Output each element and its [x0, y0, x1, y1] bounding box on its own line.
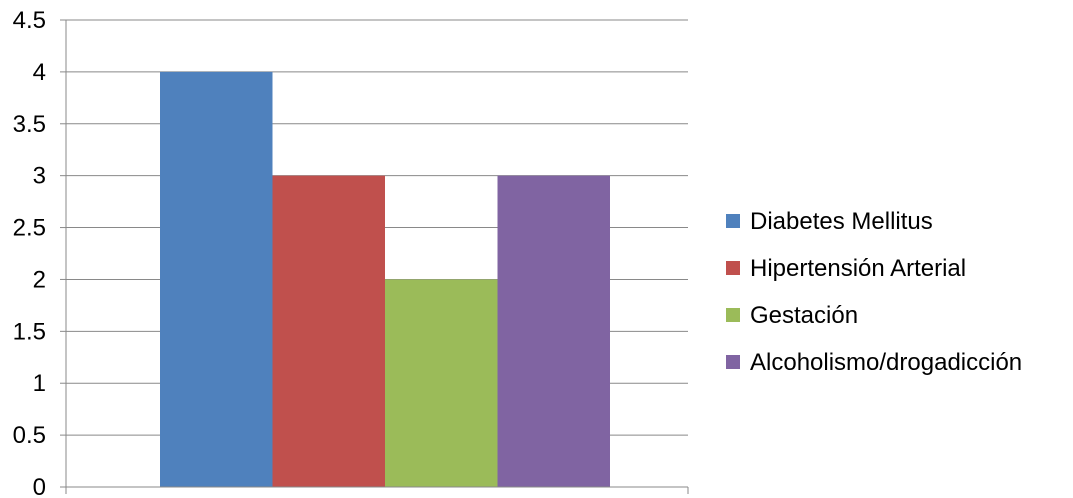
legend-label: Diabetes Mellitus	[750, 208, 933, 235]
legend-label: Hipertensión Arterial	[750, 255, 966, 282]
y-axis-tick-label: 1.5	[13, 318, 46, 345]
y-axis-tick-label: 2.5	[13, 215, 46, 242]
y-axis-tick-labels: 0 0.5 1 1.5 2 2.5 3 3.5 4 4.5	[13, 7, 46, 498]
legend-item: Alcoholismo/drogadicción	[726, 349, 1022, 376]
legend-item: Hipertensión Arterial	[726, 255, 966, 282]
y-axis-tick-label: 0	[33, 474, 46, 498]
bar-diabetes-mellitus	[160, 71, 273, 487]
y-axis-tick-label: 3	[33, 163, 46, 190]
legend-item: Gestación	[726, 302, 858, 329]
y-axis-tick-label: 3.5	[13, 111, 46, 138]
legend: Diabetes Mellitus Hipertensión Arterial Ge…	[726, 208, 1022, 376]
x-axis	[65, 20, 689, 494]
legend-swatch	[726, 355, 740, 369]
y-axis-tick-label: 2	[33, 266, 46, 293]
bar-gestaci-n	[385, 279, 498, 487]
legend-swatch	[726, 214, 740, 228]
legend-swatch	[726, 261, 740, 275]
bars	[160, 71, 610, 487]
legend-label: Alcoholismo/drogadicción	[750, 349, 1022, 376]
y-axis-tick-label: 0.5	[13, 422, 46, 449]
bar-hipertensi-n-arterial	[272, 175, 385, 487]
y-axis-tick-label: 4	[33, 59, 46, 86]
y-axis-tick-label: 4.5	[13, 7, 46, 34]
bar-alcoholismo-drogadicci-n	[497, 175, 610, 487]
y-axis-tick-label: 1	[33, 370, 46, 397]
legend-item: Diabetes Mellitus	[726, 208, 933, 235]
legend-label: Gestación	[750, 302, 858, 329]
legend-swatch	[726, 308, 740, 322]
